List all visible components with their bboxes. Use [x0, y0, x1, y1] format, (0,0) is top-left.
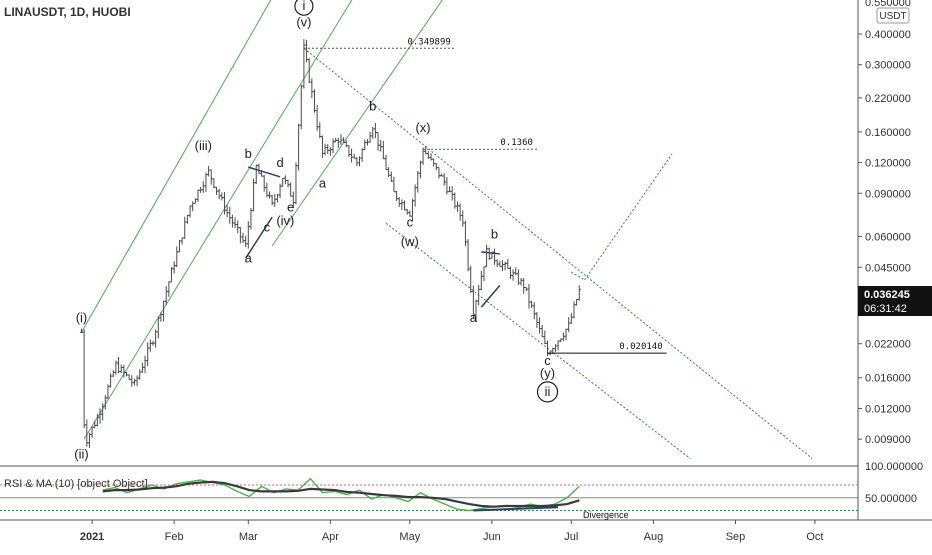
wave-label: d — [276, 155, 283, 170]
rising-channel-upper — [81, 0, 272, 333]
last-price-badge: 0.036245 06:31:42 — [858, 286, 932, 316]
rsi-title: RSI & MA (10) [object Object] — [4, 478, 148, 490]
wave-label: (w) — [401, 234, 419, 249]
symbol-title: LINAUSDT, 1D, HUOBI — [4, 5, 131, 19]
falling-channel-upper — [303, 47, 813, 460]
top-cut-price-label: 0.550000 — [865, 0, 911, 9]
falling-channel-lower — [385, 222, 691, 460]
wave-label: a — [470, 310, 478, 325]
price-tick-label: 0.160000 — [865, 127, 911, 139]
rsi-tick-label: 50.000000 — [865, 493, 917, 505]
rising-channel-mid — [271, 0, 443, 247]
wave-b-leg — [248, 166, 281, 178]
currency-label: USDT — [879, 11, 906, 22]
wave-label: c — [407, 214, 414, 229]
price-tick-label: 0.009000 — [865, 434, 911, 446]
elliott-channels — [81, 0, 813, 460]
time-tick-label: Sep — [726, 531, 746, 543]
wave-label: b — [369, 99, 376, 114]
wave-label: b — [491, 226, 498, 241]
price-tick-label: 0.022000 — [865, 339, 911, 351]
price-tick-label: 0.120000 — [865, 158, 911, 170]
wave-labels: (i)(ii)(iii)abcde(iv)(v)iabc(w)(x)abc(y)… — [74, 0, 559, 462]
bar-countdown: 06:31:42 — [864, 303, 907, 315]
wave-label: a — [319, 176, 327, 191]
wave-label: c — [264, 219, 271, 234]
wave-label: (x) — [415, 120, 430, 135]
wave-label: ii — [545, 384, 551, 399]
time-tick-label: Oct — [806, 531, 823, 543]
wave-b-top — [481, 251, 500, 255]
time-tick-label: Jul — [564, 531, 578, 543]
price-bars — [79, 39, 581, 448]
time-tick-label: Jun — [483, 531, 501, 543]
currency-button[interactable]: USDT — [876, 7, 910, 24]
time-axis-ticks: 2021 Feb Mar Apr May Jun Jul Aug Sep Oct — [80, 520, 823, 543]
rising-channel-lower — [83, 0, 353, 440]
last-price: 0.036245 — [864, 289, 910, 301]
wave-label: (y) — [540, 366, 555, 381]
level-label: 0.1360 — [500, 138, 533, 148]
wave-circle-marker — [536, 381, 559, 403]
wave-label: b — [245, 146, 252, 161]
price-tick-label: 0.045000 — [865, 262, 911, 274]
level-label: 0.349899 — [407, 37, 450, 47]
wave-label: e — [287, 199, 294, 214]
wave-c-leg — [245, 216, 273, 259]
time-tick-label: 2021 — [80, 531, 104, 543]
time-tick-label: Feb — [165, 531, 184, 543]
time-tick-label: Apr — [322, 531, 339, 543]
price-tick-label: 0.220000 — [865, 93, 911, 105]
wave-label: (v) — [296, 14, 311, 29]
projection-start — [571, 271, 585, 281]
level-label: 0.020140 — [619, 342, 662, 352]
price-tick-label: 0.300000 — [865, 60, 911, 72]
price-tick-label: 0.012000 — [865, 403, 911, 415]
wave-label: (iii) — [195, 138, 212, 153]
wave-label: (iv) — [276, 213, 294, 228]
wave-ab-leg — [480, 284, 501, 308]
price-tick-label: 0.090000 — [865, 188, 911, 200]
divergence-label: Divergence — [583, 510, 629, 520]
price-tick-label: 0.016000 — [865, 373, 911, 385]
price-tick-label: 0.400000 — [865, 29, 911, 41]
projection-path — [584, 153, 673, 281]
wave-label: c — [544, 353, 551, 368]
divergence-line — [473, 506, 559, 512]
rsi-tick-label: 100.000000 — [865, 461, 923, 473]
price-levels: 0.349899 0.1360 0.020140 — [303, 37, 667, 354]
price-tick-label: 0.060000 — [865, 232, 911, 244]
time-tick-label: May — [399, 531, 420, 543]
time-tick-label: Aug — [644, 531, 664, 543]
time-tick-label: Mar — [239, 531, 258, 543]
wave-label: (ii) — [74, 447, 88, 462]
wave-label: a — [245, 251, 253, 266]
rsi-panel: 100.000000 50.000000 — [0, 461, 923, 512]
wave-circle-marker — [294, 0, 314, 16]
wave-label: (i) — [76, 310, 88, 325]
rsi-ma-line — [102, 480, 580, 508]
wave-label: i — [302, 0, 305, 13]
price-axis-ticks: 0.400000 0.300000 0.220000 0.160000 0.120000… — [858, 29, 911, 446]
